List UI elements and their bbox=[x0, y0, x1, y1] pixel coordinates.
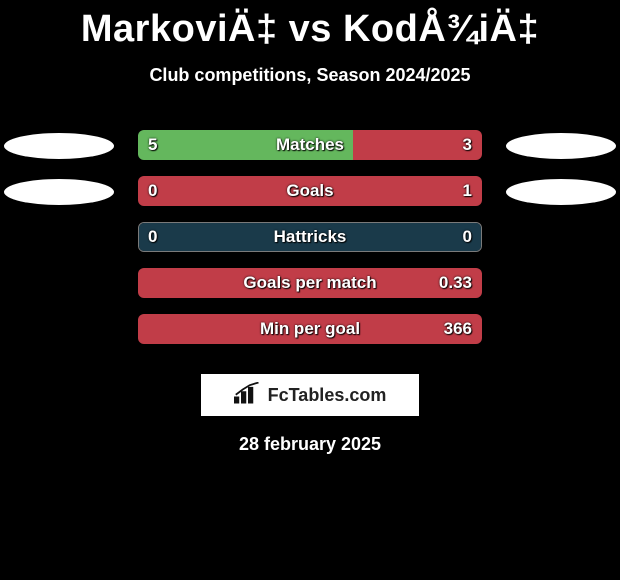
stat-bar bbox=[138, 176, 482, 206]
stat-row: 0Hattricks0 bbox=[0, 220, 620, 266]
stat-bar bbox=[138, 130, 482, 160]
stat-bar bbox=[138, 222, 482, 252]
stat-row: Goals per match0.33 bbox=[0, 266, 620, 312]
site-badge[interactable]: FcTables.com bbox=[201, 374, 419, 416]
site-name: FcTables.com bbox=[268, 385, 387, 406]
team-chip-right bbox=[506, 133, 616, 159]
stat-bar-left bbox=[138, 130, 353, 160]
site-logo-icon bbox=[234, 382, 262, 409]
stat-bar bbox=[138, 268, 482, 298]
stat-bar-right bbox=[353, 130, 482, 160]
team-chip-left bbox=[4, 179, 114, 205]
stats-container: 5Matches30Goals10Hattricks0Goals per mat… bbox=[0, 128, 620, 358]
team-chip-left bbox=[4, 133, 114, 159]
stat-bar-right bbox=[138, 314, 482, 344]
stat-bar bbox=[138, 314, 482, 344]
page-subtitle: Club competitions, Season 2024/2025 bbox=[0, 65, 620, 86]
page-title: MarkoviÄ‡ vs KodÅ¾iÄ‡ bbox=[0, 0, 620, 51]
team-chip-right bbox=[506, 179, 616, 205]
stat-row: 0Goals1 bbox=[0, 174, 620, 220]
stat-bar-right bbox=[138, 268, 482, 298]
stat-bar-right bbox=[138, 176, 482, 206]
stat-bar-left bbox=[139, 223, 481, 251]
stat-row: 5Matches3 bbox=[0, 128, 620, 174]
stat-row: Min per goal366 bbox=[0, 312, 620, 358]
footer-date: 28 february 2025 bbox=[0, 434, 620, 455]
